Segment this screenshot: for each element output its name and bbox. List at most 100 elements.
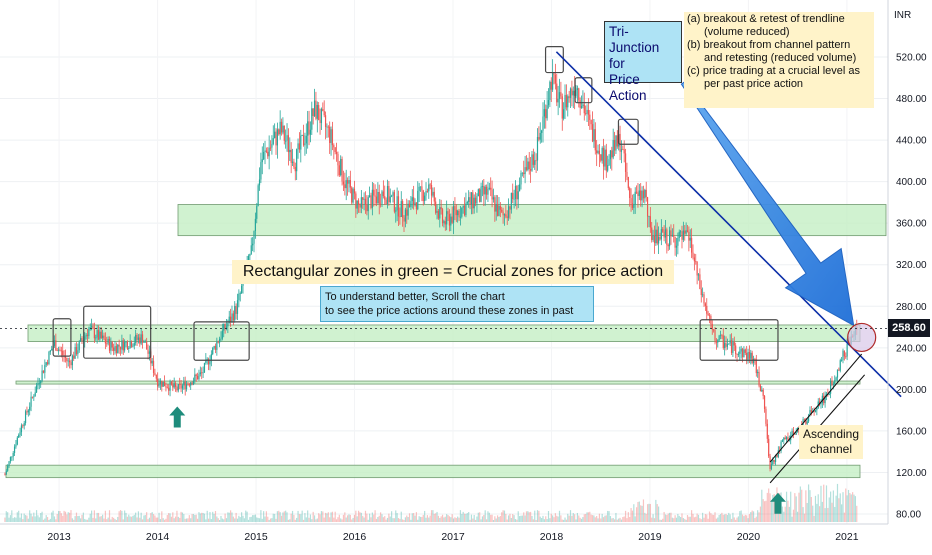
volume-bar <box>234 518 236 522</box>
volume-bar <box>305 517 307 522</box>
volume-bar <box>125 512 127 522</box>
volume-bar <box>254 514 256 522</box>
volume-bar <box>158 512 160 522</box>
volume-bar <box>256 517 258 522</box>
candle-body <box>370 195 372 208</box>
volume-bar <box>384 516 386 522</box>
candle-body <box>620 149 623 152</box>
volume-bar <box>18 510 20 522</box>
green-zone <box>5 464 861 479</box>
volume-bar <box>541 518 543 522</box>
volume-bar <box>634 516 636 522</box>
volume-bar <box>181 512 184 522</box>
volume-bar <box>179 517 181 522</box>
candle-body <box>282 125 284 133</box>
volume-bar <box>615 512 617 522</box>
candle-body <box>201 372 203 374</box>
candle-body <box>528 161 530 170</box>
volume-bar <box>700 519 702 522</box>
candle-body <box>232 313 234 321</box>
volume-bar <box>324 512 327 522</box>
volume-bar <box>781 506 784 522</box>
volume-bar <box>763 501 766 522</box>
volume-bar <box>381 514 383 522</box>
volume-bar <box>629 516 631 522</box>
candle-body <box>732 342 734 353</box>
candle-body <box>630 198 632 204</box>
volume-bar <box>286 512 288 522</box>
candle-body <box>107 339 109 344</box>
candle-body <box>841 359 843 361</box>
candle-body <box>212 348 214 355</box>
candle-body <box>419 186 422 188</box>
candle-body <box>124 342 126 351</box>
volume-bar <box>24 515 27 522</box>
candle-body <box>479 189 481 202</box>
volume-bar <box>346 515 349 522</box>
candle-body <box>608 159 610 166</box>
candle-body <box>759 385 762 392</box>
candle-body <box>73 355 75 359</box>
candle-body <box>219 338 221 343</box>
candle-body <box>369 195 371 198</box>
volume-bar <box>523 512 525 522</box>
candle-body <box>488 187 490 189</box>
volume-bar <box>451 514 453 522</box>
volume-bar <box>418 516 420 522</box>
candle-body <box>41 370 43 382</box>
candle-body <box>99 331 101 340</box>
candle-body <box>730 340 733 353</box>
candle-body <box>202 372 204 374</box>
candle-body <box>100 331 102 338</box>
candle-body <box>685 230 687 234</box>
candle-body <box>190 382 192 386</box>
candle-body <box>209 361 211 365</box>
volume-bar <box>31 516 34 522</box>
candle-body <box>532 154 534 165</box>
volume-bar <box>593 515 595 522</box>
volume-bar <box>214 510 217 522</box>
volume-bar <box>400 511 402 522</box>
candle-body <box>644 189 646 199</box>
candle-body <box>64 356 67 358</box>
candle-body <box>472 192 474 209</box>
candle-body <box>93 328 95 339</box>
candle-body <box>517 191 519 200</box>
volume-bar <box>330 512 332 522</box>
candle-body <box>96 330 98 338</box>
volume-bar <box>473 514 475 522</box>
candle-body <box>670 230 672 237</box>
candle-body <box>530 169 532 171</box>
volume-bar <box>696 513 698 522</box>
volume-bar <box>496 515 499 522</box>
volume-bar <box>217 518 219 522</box>
candle-body <box>468 197 470 202</box>
volume-bar <box>103 518 105 522</box>
candle-body <box>722 335 724 348</box>
candle-body <box>545 109 547 119</box>
candle-body <box>44 365 46 373</box>
volume-bar <box>520 515 522 522</box>
volume-bar <box>318 513 320 522</box>
candle-body <box>279 121 281 135</box>
candle-body <box>140 334 142 344</box>
candle-body <box>846 343 848 357</box>
volume-bar <box>289 519 291 522</box>
candle-body <box>418 186 420 191</box>
volume-bar <box>825 485 828 522</box>
volume-bar <box>174 516 177 522</box>
candle-body <box>252 243 254 246</box>
candle-body <box>619 133 621 152</box>
volume-bar <box>641 505 643 522</box>
volume-bar <box>108 510 111 522</box>
volume-bar <box>448 516 451 522</box>
candle-body <box>750 352 752 359</box>
candle-body <box>780 441 782 451</box>
volume-bar <box>216 516 218 522</box>
volume-bar <box>80 518 82 522</box>
candle-body <box>726 343 729 347</box>
candle-body <box>213 345 215 349</box>
candle-body <box>77 350 79 355</box>
